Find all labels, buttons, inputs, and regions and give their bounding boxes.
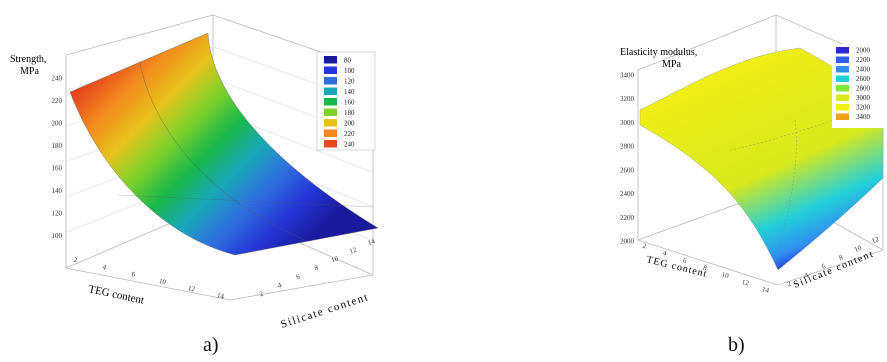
chart-a-legend-label-5: 180 [344,109,355,117]
chart-b-x-tick-0: 2 [642,242,648,251]
chart-b-legend-swatch-4 [836,85,849,92]
chart-b-legend-swatch-1 [836,56,849,63]
chart-a-y-tick-2: 6 [295,272,301,281]
chart-b-z-tick-5: 2400 [620,190,635,198]
chart-b-y-tick-2: 6 [821,262,828,271]
chart-b-y-tick-5: 12 [871,235,881,245]
chart-a-z-tick-3: 180 [52,142,63,150]
chart-a-legend-swatch-5 [324,108,337,116]
chart-a-y-tick-0: 2 [258,290,264,299]
chart-b-zlabel-line1: Elasticity modulus, [620,47,697,58]
chart-b-x-tick-5: 12 [741,278,750,288]
chart-a-legend-label-1: 100 [344,67,355,75]
chart-a-legend-label-2: 120 [344,78,355,86]
chart-a-x-tick-2: 6 [131,270,137,279]
chart-a-z-tick-0: 240 [52,75,63,83]
chart-a-legend-swatch-4 [324,98,337,106]
chart-a-legend-label-3: 140 [344,88,355,96]
chart-a-legend-swatch-6 [324,119,337,127]
chart-a-zlabel-line2: MPa [20,66,39,77]
chart-b-legend-swatch-5 [836,94,849,101]
chart-a-legend-label-7: 220 [344,130,355,138]
chart-b-y-tick-labels: 2 4 6 8 10 12 [786,235,880,289]
chart-a-z-tick-labels: 240 220 200 180 160 140 120 100 [52,75,63,241]
chart-b-zlabel-line2: MPa [662,59,681,70]
chart-b-x-tick-2: 6 [682,256,688,265]
chart-b-legend-swatch-2 [836,66,849,73]
chart-a-legend-swatch-2 [324,77,337,85]
chart-a-x-tick-1: 4 [102,263,108,272]
chart-b-legend-swatch-7 [836,113,849,120]
chart-a-z-tick-4: 160 [52,165,63,173]
chart-a-z-tick-5: 140 [52,187,63,195]
chart-a-legend-swatch-0 [324,56,337,64]
chart-a-legend-swatch-1 [324,66,337,74]
chart-a-legend: 80 100 120 140 160 180 200 220 240 [316,51,376,151]
caption-b: b) [728,334,745,356]
chart-a-y-tick-6: 14 [367,237,377,247]
chart-b-z-tick-6: 2200 [620,214,635,222]
chart-b: Elasticity modulus, MPa 3400320030002800… [620,14,884,295]
chart-b-y-tick-0: 2 [786,280,793,289]
chart-a-x-tick-5: 14 [216,291,225,300]
chart-b-legend-label-1: 2200 [856,56,871,64]
caption-a: a) [203,334,219,356]
chart-a-legend-swatch-7 [324,129,337,137]
chart-b-y-tick-4: 10 [853,244,863,254]
chart-b-x-tick-1: 4 [662,249,668,258]
chart-b-x-tick-3: 8 [702,264,708,273]
chart-a-legend-label-6: 200 [344,120,355,128]
chart-b-legend-swatch-6 [836,104,849,111]
chart-b-x-tick-6: 14 [761,285,770,295]
chart-a-x-tick-0: 2 [73,256,79,265]
chart-a-y-tick-1: 4 [277,281,283,290]
chart-b-legend-label-7: 3400 [856,113,871,121]
chart-a: Strength, MPa 240 220 200 180 160 140 120 100 2… [10,14,379,331]
chart-a-x-tick-3: 10 [158,277,167,286]
chart-b-legend-label-2: 2400 [856,66,871,74]
chart-a-legend-label-4: 160 [344,99,355,107]
chart-a-z-tick-2: 200 [52,120,63,128]
chart-b-ylabel: Silicate content [792,248,876,290]
chart-a-xlabel: TEG content [87,283,145,306]
chart-a-y-tick-4: 10 [330,254,340,264]
chart-a-ylabel: Silicate content [279,291,370,331]
chart-a-z-tick-1: 220 [52,97,63,105]
chart-a-mesh [117,61,374,241]
chart-b-y-tick-3: 8 [838,253,845,262]
chart-a-z-tick-6: 120 [52,210,63,218]
chart-b-z-tick-3: 2800 [620,143,635,151]
chart-b-z-tick-labels: 3400 3200 3000 2800 2600 2400 2200 2000 [620,72,635,246]
chart-b-z-tick-0: 3400 [620,72,635,80]
chart-a-y-tick-5: 12 [348,246,358,256]
chart-a-legend-label-8: 240 [344,141,355,149]
chart-a-y-tick-labels: 2 4 6 8 10 12 14 [258,237,376,298]
chart-b-z-tick-1: 3200 [620,95,635,103]
chart-a-zlabel-line1: Strength, [10,54,46,65]
chart-a-legend-swatch-8 [324,140,337,148]
chart-b-legend-label-5: 3000 [856,94,871,102]
chart-a-y-tick-3: 8 [313,264,319,273]
chart-b-z-tick-7: 2000 [620,238,635,246]
chart-b-x-tick-4: 10 [721,271,730,281]
chart-b-surface [639,47,884,271]
chart-b-legend-label-4: 2800 [856,85,871,93]
chart-b-x-tick-labels: 2 4 6 8 10 12 14 [642,242,771,295]
chart-a-x-tick-labels: 2 4 6 10 12 14 [73,256,225,301]
chart-b-legend-label-3: 2600 [856,75,871,83]
chart-a-legend-swatch-3 [324,87,337,95]
chart-b-legend-swatch-3 [836,75,849,82]
chart-b-legend-swatch-0 [836,47,849,54]
chart-a-x-tick-4: 12 [187,284,196,293]
chart-b-z-tick-4: 2600 [620,166,635,174]
chart-a-z-tick-7: 100 [52,232,63,240]
chart-a-legend-label-0: 80 [344,57,352,65]
chart-b-z-tick-2: 3000 [620,119,635,127]
chart-b-legend-label-0: 2000 [856,47,871,55]
chart-b-y-tick-1: 4 [803,271,810,280]
chart-b-xlabel: TEG content [645,254,708,280]
chart-b-legend-label-6: 3200 [856,104,871,112]
